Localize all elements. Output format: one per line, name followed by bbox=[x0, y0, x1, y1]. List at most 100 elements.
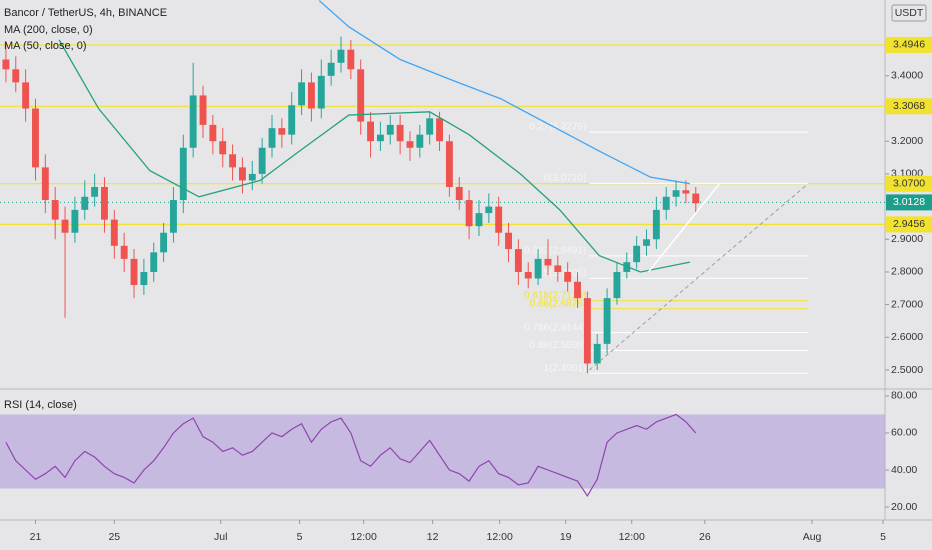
x-tick-label: 12 bbox=[427, 531, 439, 543]
y-tick-label: 2.6000 bbox=[891, 331, 923, 343]
candle-body bbox=[41, 167, 49, 201]
candle-body bbox=[189, 95, 197, 148]
candle-body bbox=[514, 249, 522, 272]
candle-body bbox=[406, 141, 414, 148]
y-tick-label: 3.2000 bbox=[891, 135, 923, 147]
candle-body bbox=[652, 209, 660, 240]
candle-body bbox=[22, 82, 30, 109]
candle-body bbox=[613, 271, 621, 299]
candle-body bbox=[455, 186, 463, 201]
current-price-box bbox=[886, 194, 932, 211]
fib-label: 0.618(2.7120) bbox=[524, 290, 586, 301]
fib-label: 0.66(2.6876) bbox=[530, 298, 587, 309]
level-label-box bbox=[886, 175, 932, 192]
candle-body bbox=[110, 219, 118, 246]
candle-body bbox=[475, 213, 483, 227]
fib-label: 0.5(2.7806) bbox=[535, 268, 586, 279]
x-tick-label: Aug bbox=[803, 531, 822, 543]
candle-body bbox=[495, 206, 503, 233]
candle-body bbox=[445, 141, 453, 187]
candle-body bbox=[12, 69, 20, 83]
fib-label: -0.27(3.2279) bbox=[526, 122, 586, 133]
fib-label: 1(2.4901) bbox=[544, 363, 587, 374]
candle-body bbox=[32, 108, 39, 168]
candle-body bbox=[386, 124, 394, 135]
candle-body bbox=[564, 271, 572, 282]
ma-legend: MA (50, close, 0) bbox=[4, 40, 87, 52]
candle-body bbox=[583, 298, 591, 364]
candle-body bbox=[219, 141, 227, 155]
trend-line bbox=[647, 183, 721, 273]
candle-body bbox=[91, 186, 99, 197]
candle-body bbox=[199, 95, 207, 125]
level-label-box bbox=[886, 98, 932, 115]
candle-body bbox=[51, 200, 59, 220]
candle-body bbox=[485, 206, 493, 214]
fib-label: 0.382(2.8491) bbox=[524, 246, 586, 257]
candle-body bbox=[209, 124, 217, 142]
candle-body bbox=[229, 154, 237, 168]
candle-body bbox=[61, 219, 69, 233]
currency-box[interactable] bbox=[891, 4, 927, 22]
candle-body bbox=[268, 128, 276, 148]
trend-line bbox=[589, 183, 809, 371]
candle-body bbox=[505, 232, 512, 250]
candle-body bbox=[465, 200, 473, 227]
x-tick-label: 25 bbox=[108, 531, 120, 543]
current-price-label: 3.0128 bbox=[893, 196, 925, 208]
candle-body bbox=[436, 118, 443, 142]
candle-body bbox=[179, 147, 187, 201]
y-tick-label: 2.8000 bbox=[891, 266, 923, 278]
candle-body bbox=[357, 69, 365, 122]
candle-body bbox=[317, 75, 325, 109]
rsi-tick-label: 20.00 bbox=[891, 501, 917, 513]
candle-body bbox=[307, 82, 315, 109]
x-tick-label: Jul bbox=[214, 531, 227, 543]
candle-body bbox=[416, 134, 424, 148]
candle-body bbox=[160, 232, 168, 253]
x-tick-label: 5 bbox=[880, 531, 886, 543]
candle-body bbox=[376, 134, 384, 142]
chart-title: Bancor / TetherUS, 4h, BINANCE bbox=[4, 7, 167, 19]
level-label: 2.9456 bbox=[893, 218, 925, 230]
moving-average bbox=[318, 0, 690, 185]
rsi-tick-label: 40.00 bbox=[891, 464, 917, 476]
level-label: 3.3068 bbox=[893, 100, 925, 112]
candle-body bbox=[593, 343, 601, 364]
candle-body bbox=[81, 196, 89, 210]
candle-body bbox=[574, 281, 581, 299]
y-tick-label: 2.5000 bbox=[891, 364, 923, 376]
y-tick-label: 2.7000 bbox=[891, 298, 923, 310]
candle-body bbox=[603, 298, 611, 344]
candle-body bbox=[71, 209, 79, 233]
rsi-line bbox=[5, 413, 697, 498]
x-tick-label: 5 bbox=[297, 531, 303, 543]
candle-body bbox=[524, 271, 532, 279]
candle-body bbox=[130, 258, 138, 286]
candle-body bbox=[248, 173, 256, 181]
candle-body bbox=[327, 62, 335, 76]
rsi-tick-label: 60.00 bbox=[891, 427, 917, 439]
candle-body bbox=[2, 59, 10, 70]
x-tick-label: 26 bbox=[699, 531, 711, 543]
candle-body bbox=[396, 124, 404, 142]
candle-body bbox=[298, 82, 306, 106]
candle-body bbox=[544, 258, 552, 266]
candle-body bbox=[672, 190, 680, 197]
x-tick-label: 21 bbox=[30, 531, 42, 543]
candle-body bbox=[258, 147, 266, 174]
level-label-box bbox=[886, 36, 932, 53]
candle-body bbox=[682, 190, 690, 194]
moving-average bbox=[58, 39, 690, 273]
candle-body bbox=[554, 265, 562, 272]
candle-body bbox=[633, 245, 641, 263]
candle-body bbox=[170, 200, 177, 233]
rsi-tick-label: 80.00 bbox=[891, 390, 917, 402]
candle-body bbox=[662, 196, 670, 210]
main-pane: -0.27(3.2279) 0(3.0710) 0.382(2.8491) 0.5(2… bbox=[0, 0, 885, 374]
candle-body bbox=[101, 186, 108, 220]
y-tick-label: 2.9000 bbox=[891, 233, 923, 245]
candle-body bbox=[278, 128, 286, 135]
